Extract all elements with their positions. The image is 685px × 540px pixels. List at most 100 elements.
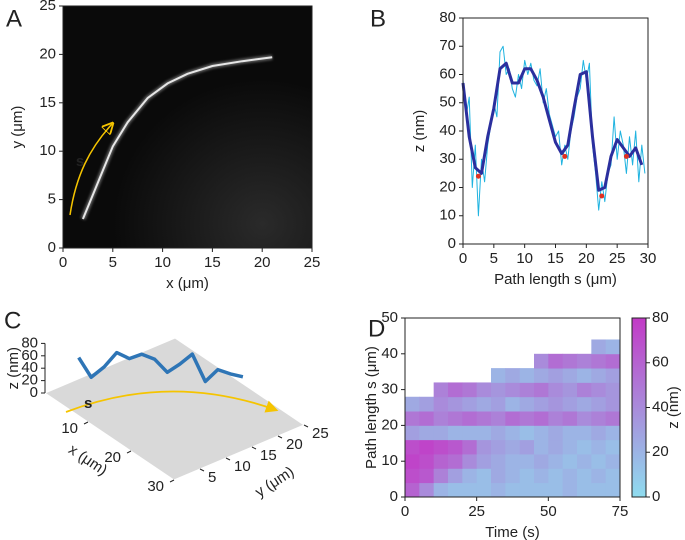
y-axis-label: z (nm): [411, 110, 428, 153]
x-tick-label: 10: [154, 254, 171, 271]
x-axis-label: x (μm): [166, 275, 209, 292]
heat-cell: [562, 411, 578, 426]
heat-cell: [591, 468, 607, 484]
heat-cell: [491, 439, 506, 455]
x-tick-label: 20: [104, 449, 121, 466]
y-tick-label: 30: [381, 381, 398, 398]
curve-3d: [77, 350, 244, 384]
x-tick-label: 50: [540, 503, 557, 520]
colorbar: [631, 317, 647, 498]
heat-cell: [591, 454, 607, 469]
panel-label: C: [4, 307, 21, 334]
minimum-dot: [623, 153, 629, 159]
colorbar-tick-label: 40: [652, 398, 669, 415]
heat-cell: [448, 425, 463, 441]
x-tick-label: 25: [609, 250, 626, 267]
heat-cell: [433, 425, 449, 441]
x-axis-label: Time (s): [485, 524, 539, 540]
x-tick-label: 30: [640, 250, 657, 267]
heat-cell: [476, 396, 492, 412]
heat-cell: [577, 396, 592, 412]
micrograph: [63, 6, 312, 248]
x-tick-label: 15: [204, 254, 221, 271]
heat-cell: [577, 468, 592, 484]
heat-cell: [462, 454, 478, 469]
heat-cell: [505, 411, 521, 426]
x-tick: [169, 479, 175, 483]
x-tick-label: 5: [490, 250, 498, 267]
heat-cell: [548, 396, 564, 412]
heat-cell: [605, 396, 621, 412]
heat-cell: [562, 439, 578, 455]
heat-cell: [548, 468, 564, 484]
y-axis-label: Path length s (μm): [363, 346, 380, 469]
z-tick-label: 0: [30, 384, 38, 401]
heat-cell: [405, 439, 420, 455]
y-tick: [277, 435, 283, 439]
heat-cell: [419, 411, 435, 426]
heat-cell: [491, 468, 506, 484]
heat-cell: [476, 411, 492, 426]
heat-cell: [505, 454, 521, 469]
heat-cell: [534, 468, 549, 484]
heat-cell: [519, 368, 535, 383]
plot-frame: [462, 17, 649, 245]
path-arrow: [65, 390, 279, 413]
colorbar-tick-label: 20: [652, 443, 669, 460]
heat-cell: [577, 454, 592, 469]
z-axis-label: z (nm): [5, 347, 22, 390]
heat-cell: [591, 439, 607, 455]
path-arrow: [69, 124, 112, 216]
heat-cell: [577, 425, 592, 441]
heat-cell: [448, 468, 463, 484]
heat-cell: [505, 368, 521, 383]
heat-cell: [405, 425, 420, 441]
heat-cell: [591, 368, 607, 383]
heat-cell: [405, 468, 420, 484]
heat-cell: [534, 482, 549, 498]
heat-cell: [462, 396, 478, 412]
z-tick-label: 80: [21, 334, 38, 351]
plot-frame: [62, 5, 313, 249]
heat-cell: [462, 411, 478, 426]
heat-cell: [548, 439, 564, 455]
y-tick-label: 50: [439, 94, 456, 111]
x-tick-label: 75: [612, 503, 629, 520]
heat-cell: [534, 439, 549, 455]
x-tick: [126, 450, 132, 454]
heat-cell: [491, 396, 506, 412]
heat-cell: [476, 468, 492, 484]
minimum-dot: [562, 153, 568, 159]
heat-cell: [405, 454, 420, 469]
x-tick: [83, 421, 89, 425]
x-tick-label: 10: [61, 420, 78, 437]
heat-cell: [548, 353, 564, 369]
heat-cell: [577, 382, 592, 398]
x-tick-label: 0: [459, 250, 467, 267]
heat-cell: [605, 454, 621, 469]
heat-cell: [548, 425, 564, 441]
heat-cell: [462, 482, 478, 498]
heat-cell: [419, 468, 435, 484]
heat-cell: [605, 382, 621, 398]
x-tick-label: 0: [401, 503, 409, 520]
heat-cell: [505, 468, 521, 484]
heat-cell: [562, 482, 578, 498]
heat-cell: [491, 368, 506, 383]
filament: [81, 56, 273, 220]
heat-cell: [433, 468, 449, 484]
heat-cell: [448, 439, 463, 455]
minimum-dot: [475, 173, 481, 179]
heat-cell: [448, 411, 463, 426]
y-tick-label: 40: [381, 345, 398, 362]
heat-cell: [534, 425, 549, 441]
x-tick-label: 5: [109, 254, 117, 271]
heat-cell: [562, 396, 578, 412]
y-tick-label: 10: [234, 458, 251, 475]
x-axis-label: Path length s (μm): [494, 271, 617, 288]
heat-cell: [433, 382, 449, 398]
heat-cell: [577, 411, 592, 426]
heat-cell: [491, 411, 506, 426]
heat-cell: [548, 411, 564, 426]
x-tick-label: 20: [254, 254, 271, 271]
